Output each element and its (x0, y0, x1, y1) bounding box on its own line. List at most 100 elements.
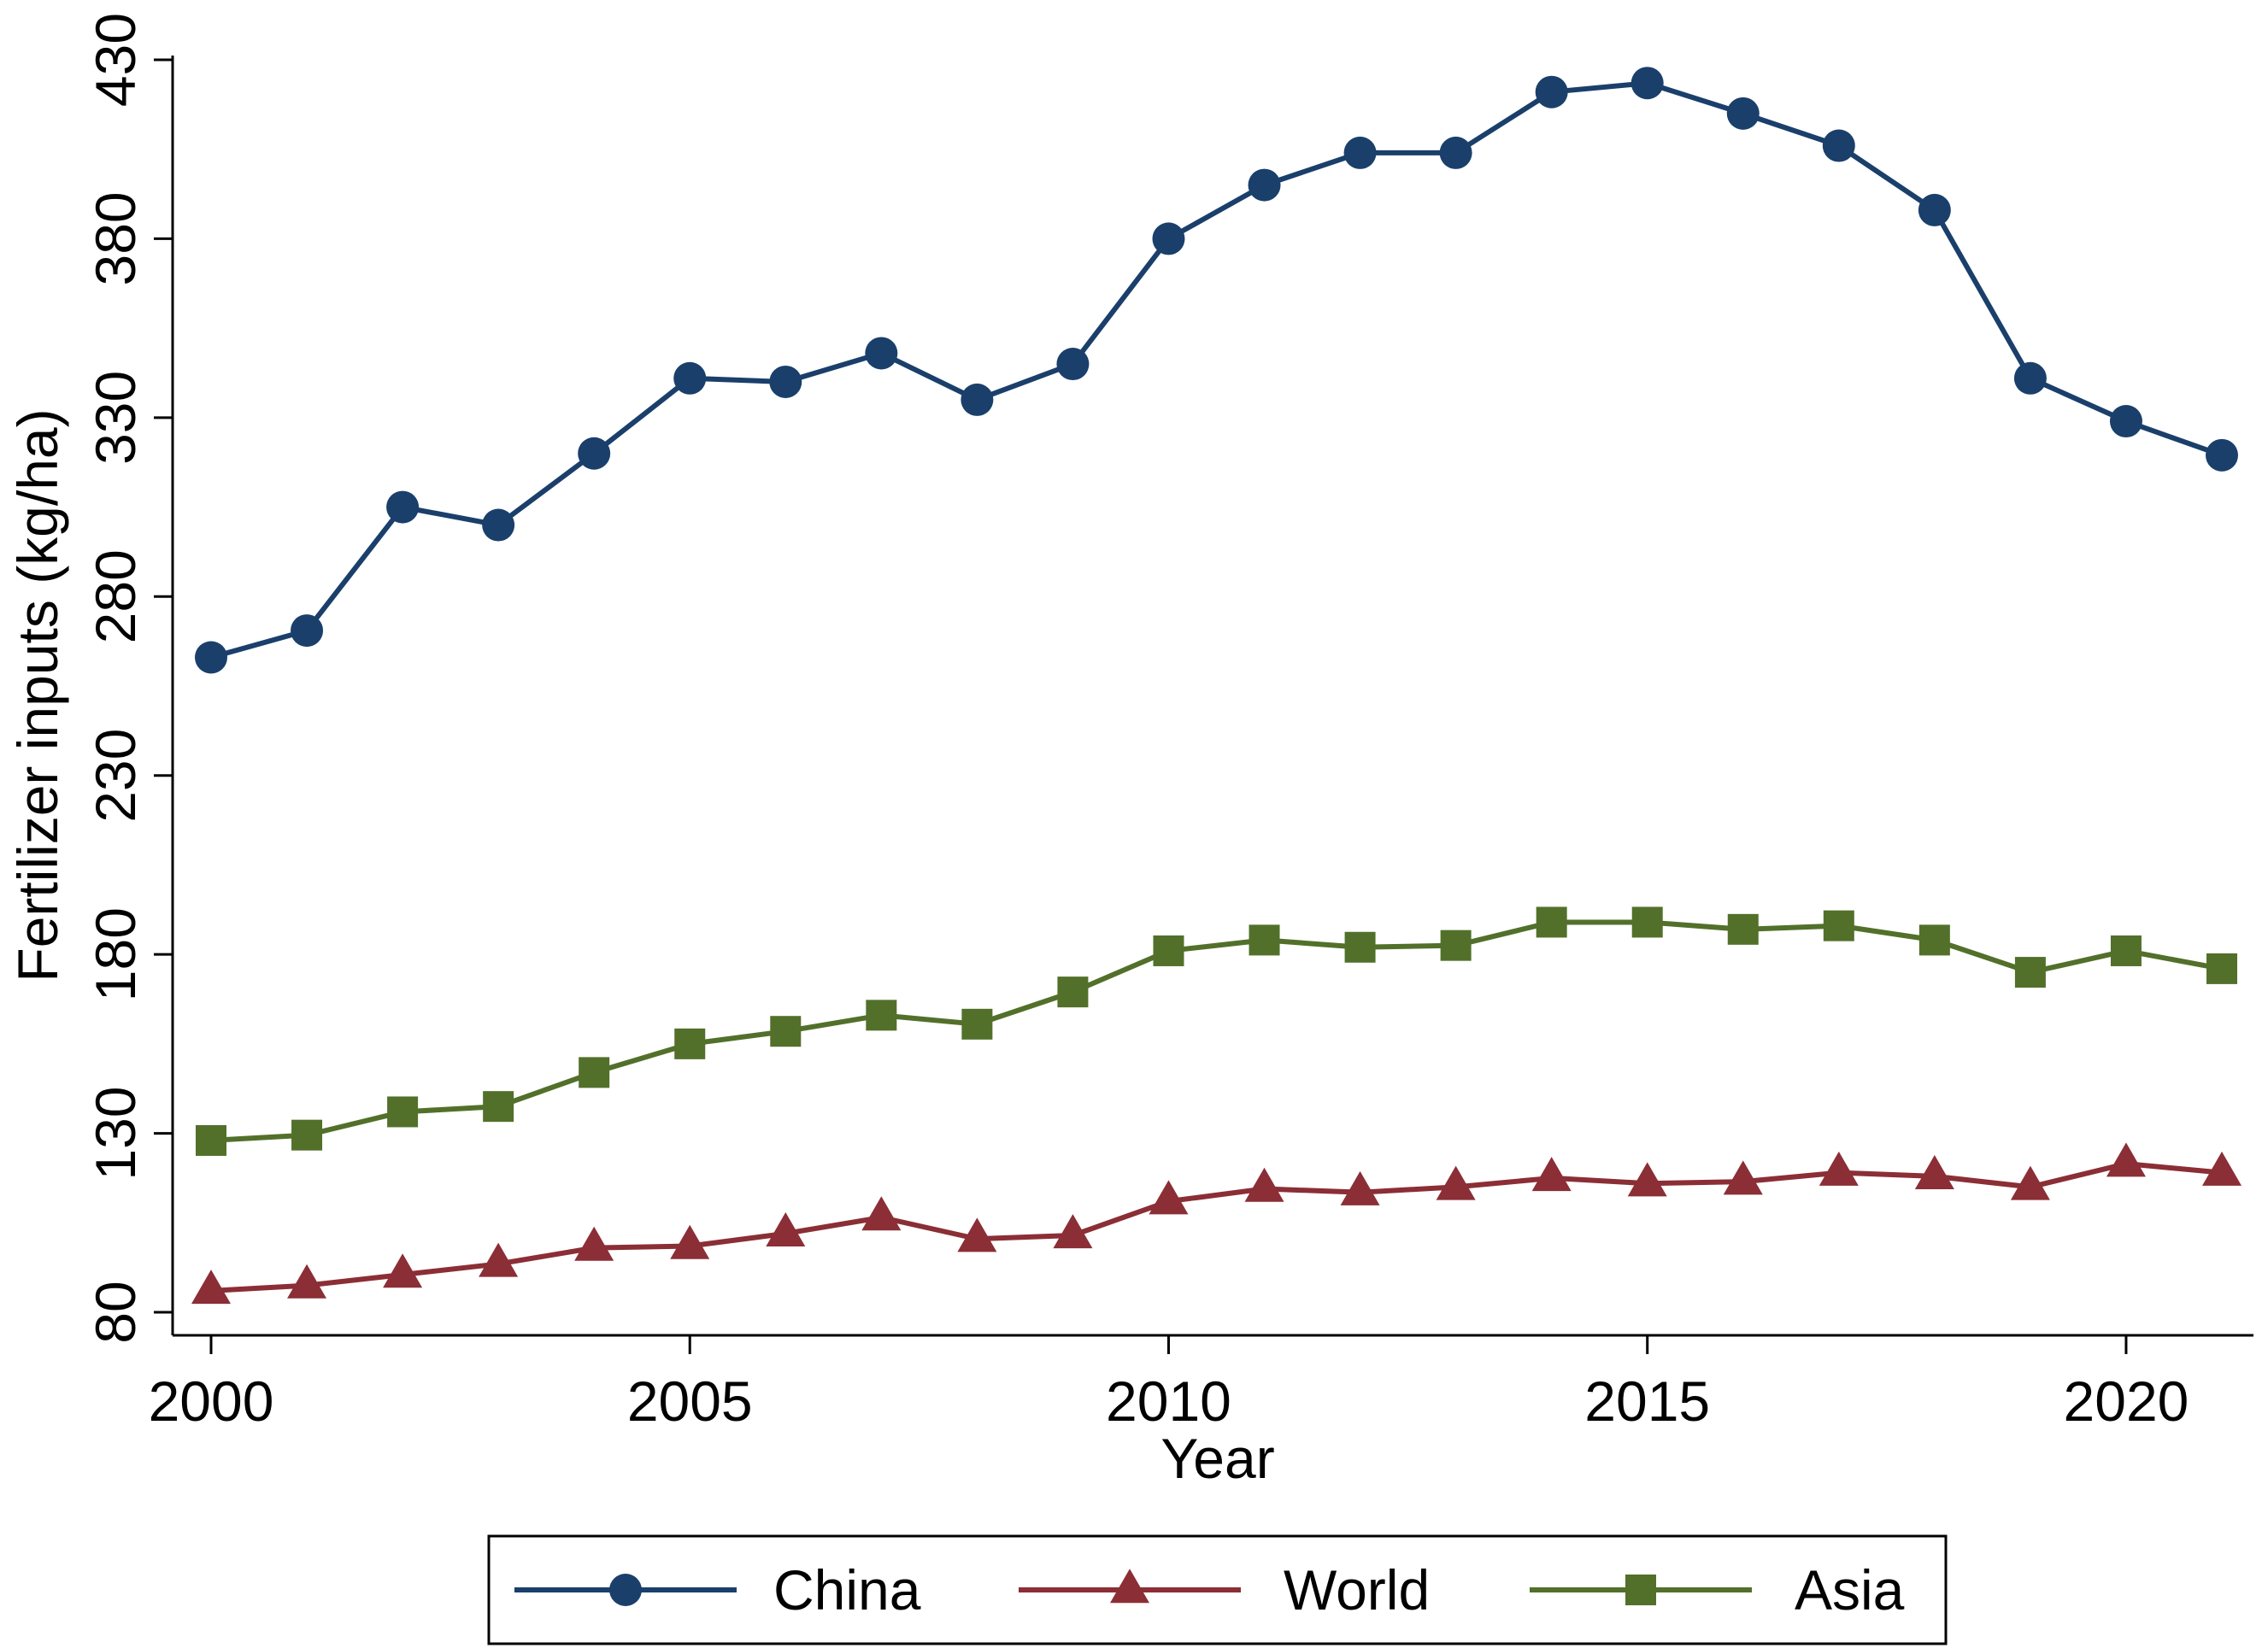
data-point-china (1630, 67, 1664, 100)
data-point-world (1244, 1167, 1284, 1202)
data-point-world (1340, 1170, 1380, 1205)
data-point-asia (1727, 913, 1759, 945)
data-point-world (287, 1264, 327, 1299)
data-point-asia (1153, 935, 1184, 966)
x-tick-label: 2005 (627, 1369, 753, 1433)
data-point-world (670, 1224, 710, 1259)
data-point-asia (1440, 930, 1472, 961)
data-point-china (1535, 75, 1568, 108)
data-point-world (383, 1253, 423, 1288)
series-line-asia (210, 919, 2223, 1143)
y-tick-label: 380 (84, 191, 147, 285)
data-point-world (1053, 1214, 1093, 1249)
data-point-world (2106, 1142, 2146, 1177)
data-point-asia (387, 1096, 419, 1128)
data-point-asia (2110, 935, 2142, 966)
legend-item-world: World (1019, 1558, 1430, 1622)
legend-marker-china (609, 1574, 642, 1606)
data-point-world (1436, 1165, 1476, 1200)
series-asia (196, 906, 2237, 1156)
data-point-china (1343, 136, 1377, 169)
x-axis-title: Year (1160, 1427, 1274, 1490)
data-point-china (1822, 129, 1855, 162)
legend: China World Asia (487, 1534, 1948, 1645)
y-tick-label: 330 (84, 371, 147, 465)
series-china (195, 67, 2238, 674)
data-point-china (865, 337, 898, 370)
data-point-asia (1249, 924, 1280, 956)
legend-marker-world (1110, 1569, 1149, 1604)
data-point-asia (1631, 906, 1663, 938)
data-point-asia (674, 1028, 706, 1059)
data-point-asia (1344, 931, 1376, 963)
y-tick-label: 430 (84, 13, 147, 107)
series-line-china (210, 80, 2224, 660)
data-point-china (1056, 348, 1090, 381)
data-point-asia (196, 1124, 226, 1156)
y-axis-title: Fertilizer inputs (kg/ha) (6, 408, 69, 982)
data-point-world (1531, 1157, 1572, 1192)
y-tick-label: 180 (84, 907, 147, 1001)
data-point-world (2010, 1165, 2050, 1200)
data-point-china (2109, 405, 2142, 438)
series-layer (191, 67, 2242, 1305)
data-point-china (482, 508, 515, 542)
data-point-world (766, 1212, 806, 1247)
data-point-china (578, 437, 611, 470)
data-point-world (2202, 1151, 2242, 1186)
data-point-world (1627, 1162, 1667, 1197)
series-world (191, 1142, 2242, 1305)
data-point-asia (770, 1016, 802, 1047)
data-point-china (1439, 136, 1472, 169)
data-point-china (769, 365, 802, 398)
data-point-asia (1057, 976, 1089, 1008)
y-tick-label: 130 (84, 1087, 147, 1181)
x-tick-label: 2010 (1106, 1369, 1231, 1433)
data-point-china (291, 614, 324, 648)
y-ticks: 80 130 180 230 280 330 380 430 (84, 13, 173, 1344)
data-point-world (191, 1270, 231, 1305)
data-point-china (1726, 97, 1760, 130)
x-tick-label: 2000 (149, 1369, 274, 1433)
legend-label-asia: Asia (1795, 1558, 1905, 1622)
data-point-china (386, 490, 420, 524)
data-point-asia (1918, 924, 1950, 956)
y-tick-label: 280 (84, 549, 147, 643)
data-point-world (1149, 1180, 1189, 1215)
x-tick-label: 2020 (2064, 1369, 2189, 1433)
legend-marker-asia (1625, 1575, 1656, 1605)
series-line-world (210, 1161, 2223, 1293)
data-point-world (957, 1217, 997, 1252)
axes (171, 56, 2253, 1337)
legend-item-china: China (514, 1558, 921, 1622)
data-point-asia (291, 1119, 323, 1151)
data-point-china (1152, 222, 1185, 255)
data-point-world (861, 1196, 902, 1231)
data-point-world (574, 1226, 614, 1261)
data-point-world (479, 1242, 519, 1277)
legend-label-world: World (1284, 1558, 1430, 1622)
data-point-china (673, 361, 707, 395)
data-point-asia (2014, 957, 2046, 988)
x-tick-label: 2015 (1584, 1369, 1710, 1433)
data-point-china (1248, 168, 1281, 202)
x-ticks: 2000 2005 2010 2015 2020 (149, 1335, 2189, 1433)
legend-items: China World Asia (514, 1558, 1905, 1622)
data-point-asia (866, 1000, 897, 1031)
data-point-asia (961, 1008, 993, 1040)
y-tick-label: 80 (84, 1281, 147, 1343)
legend-label-china: China (773, 1558, 921, 1622)
data-point-china (1918, 193, 1951, 226)
data-point-asia (2206, 953, 2237, 984)
data-point-asia (483, 1091, 514, 1123)
data-point-world (1819, 1151, 1859, 1186)
legend-item-asia: Asia (1530, 1558, 1905, 1622)
data-point-china (2206, 438, 2238, 472)
data-point-china (961, 383, 994, 416)
data-point-china (2013, 361, 2047, 395)
data-point-asia (579, 1057, 610, 1088)
data-point-asia (1536, 906, 1567, 938)
data-point-china (195, 641, 227, 674)
data-point-world (1723, 1160, 1763, 1195)
